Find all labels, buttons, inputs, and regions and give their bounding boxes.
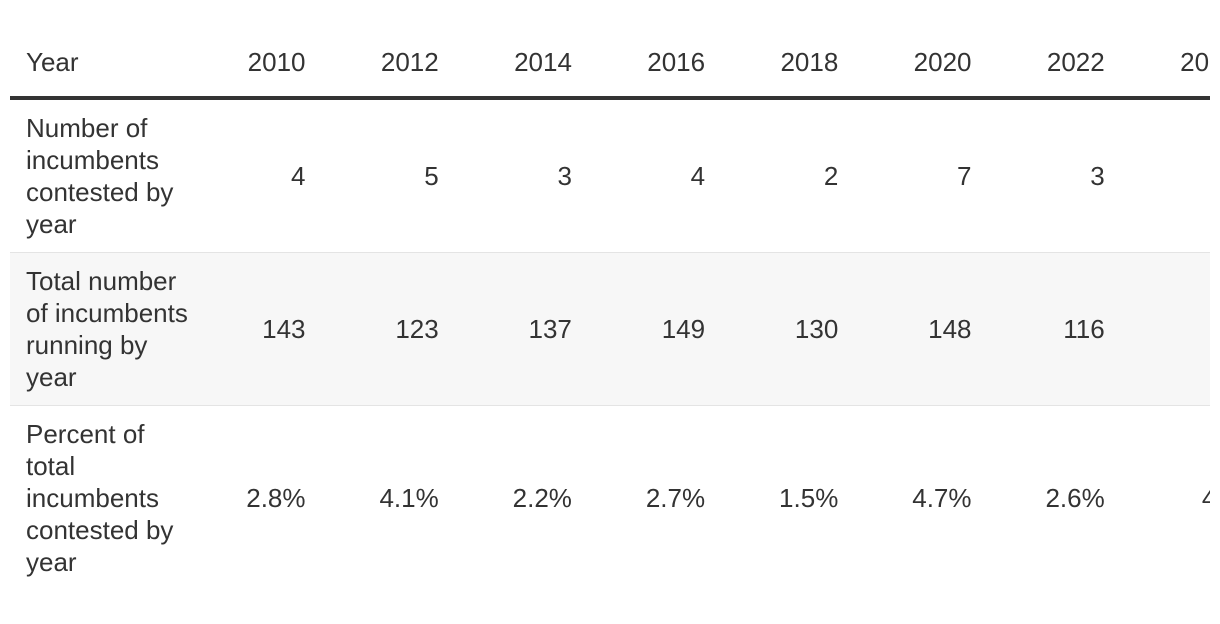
column-header: 2010 — [205, 28, 339, 100]
column-header: 2022 — [1004, 28, 1138, 100]
cell: 7 — [871, 98, 1005, 253]
row-label: Percent of total incumbents contested by… — [26, 419, 174, 577]
table-wrapper: Year20102012201420162018202020222024 Num… — [10, 28, 1210, 590]
row-label: Total number of incumbents running by ye… — [10, 252, 206, 406]
header-row: Year20102012201420162018202020222024 — [10, 28, 1210, 100]
table-row: Percent of total incumbents contested by… — [10, 406, 1210, 591]
cell: 5 — [338, 98, 472, 253]
cell: 116 — [1004, 252, 1138, 406]
column-header: 2014 — [471, 28, 605, 100]
cell: 4.7% — [912, 483, 972, 513]
cell: 4.8 — [1201, 483, 1210, 513]
cell: 3 — [471, 98, 605, 253]
cell: 143 — [205, 252, 339, 406]
cell: 14 — [1137, 252, 1210, 406]
cell: 2.6% — [1045, 483, 1105, 513]
column-header: 2024 — [1137, 28, 1210, 100]
cell: 3 — [1004, 98, 1138, 253]
table-row: Number of incumbents contested by year 4 5… — [10, 98, 1210, 253]
data-table: Year20102012201420162018202020222024 Num… — [10, 28, 1210, 590]
table-row: Total number of incumbents running by ye… — [10, 252, 1210, 406]
column-header: 2018 — [738, 28, 872, 100]
column-header: 2012 — [338, 28, 472, 100]
cell: 2.2% — [512, 483, 572, 513]
cell: 137 — [471, 252, 605, 406]
cell — [1137, 98, 1210, 253]
cell: 1.5% — [779, 483, 839, 513]
cell: 148 — [871, 252, 1005, 406]
row-header-title: Year — [10, 28, 206, 100]
cell: 2 — [738, 98, 872, 253]
cell: 4 — [205, 98, 339, 253]
column-header: 2020 — [871, 28, 1005, 100]
column-header: 2016 — [604, 28, 739, 100]
cell: 123 — [338, 252, 472, 406]
cell: 4.1% — [379, 483, 439, 513]
cell: 130 — [738, 252, 872, 406]
cell: 2.7% — [645, 483, 706, 513]
row-label: Number of incumbents contested by year — [10, 98, 206, 253]
cell: 149 — [604, 252, 739, 406]
cell: 2.8% — [246, 483, 306, 513]
cell: 4 — [604, 98, 739, 253]
